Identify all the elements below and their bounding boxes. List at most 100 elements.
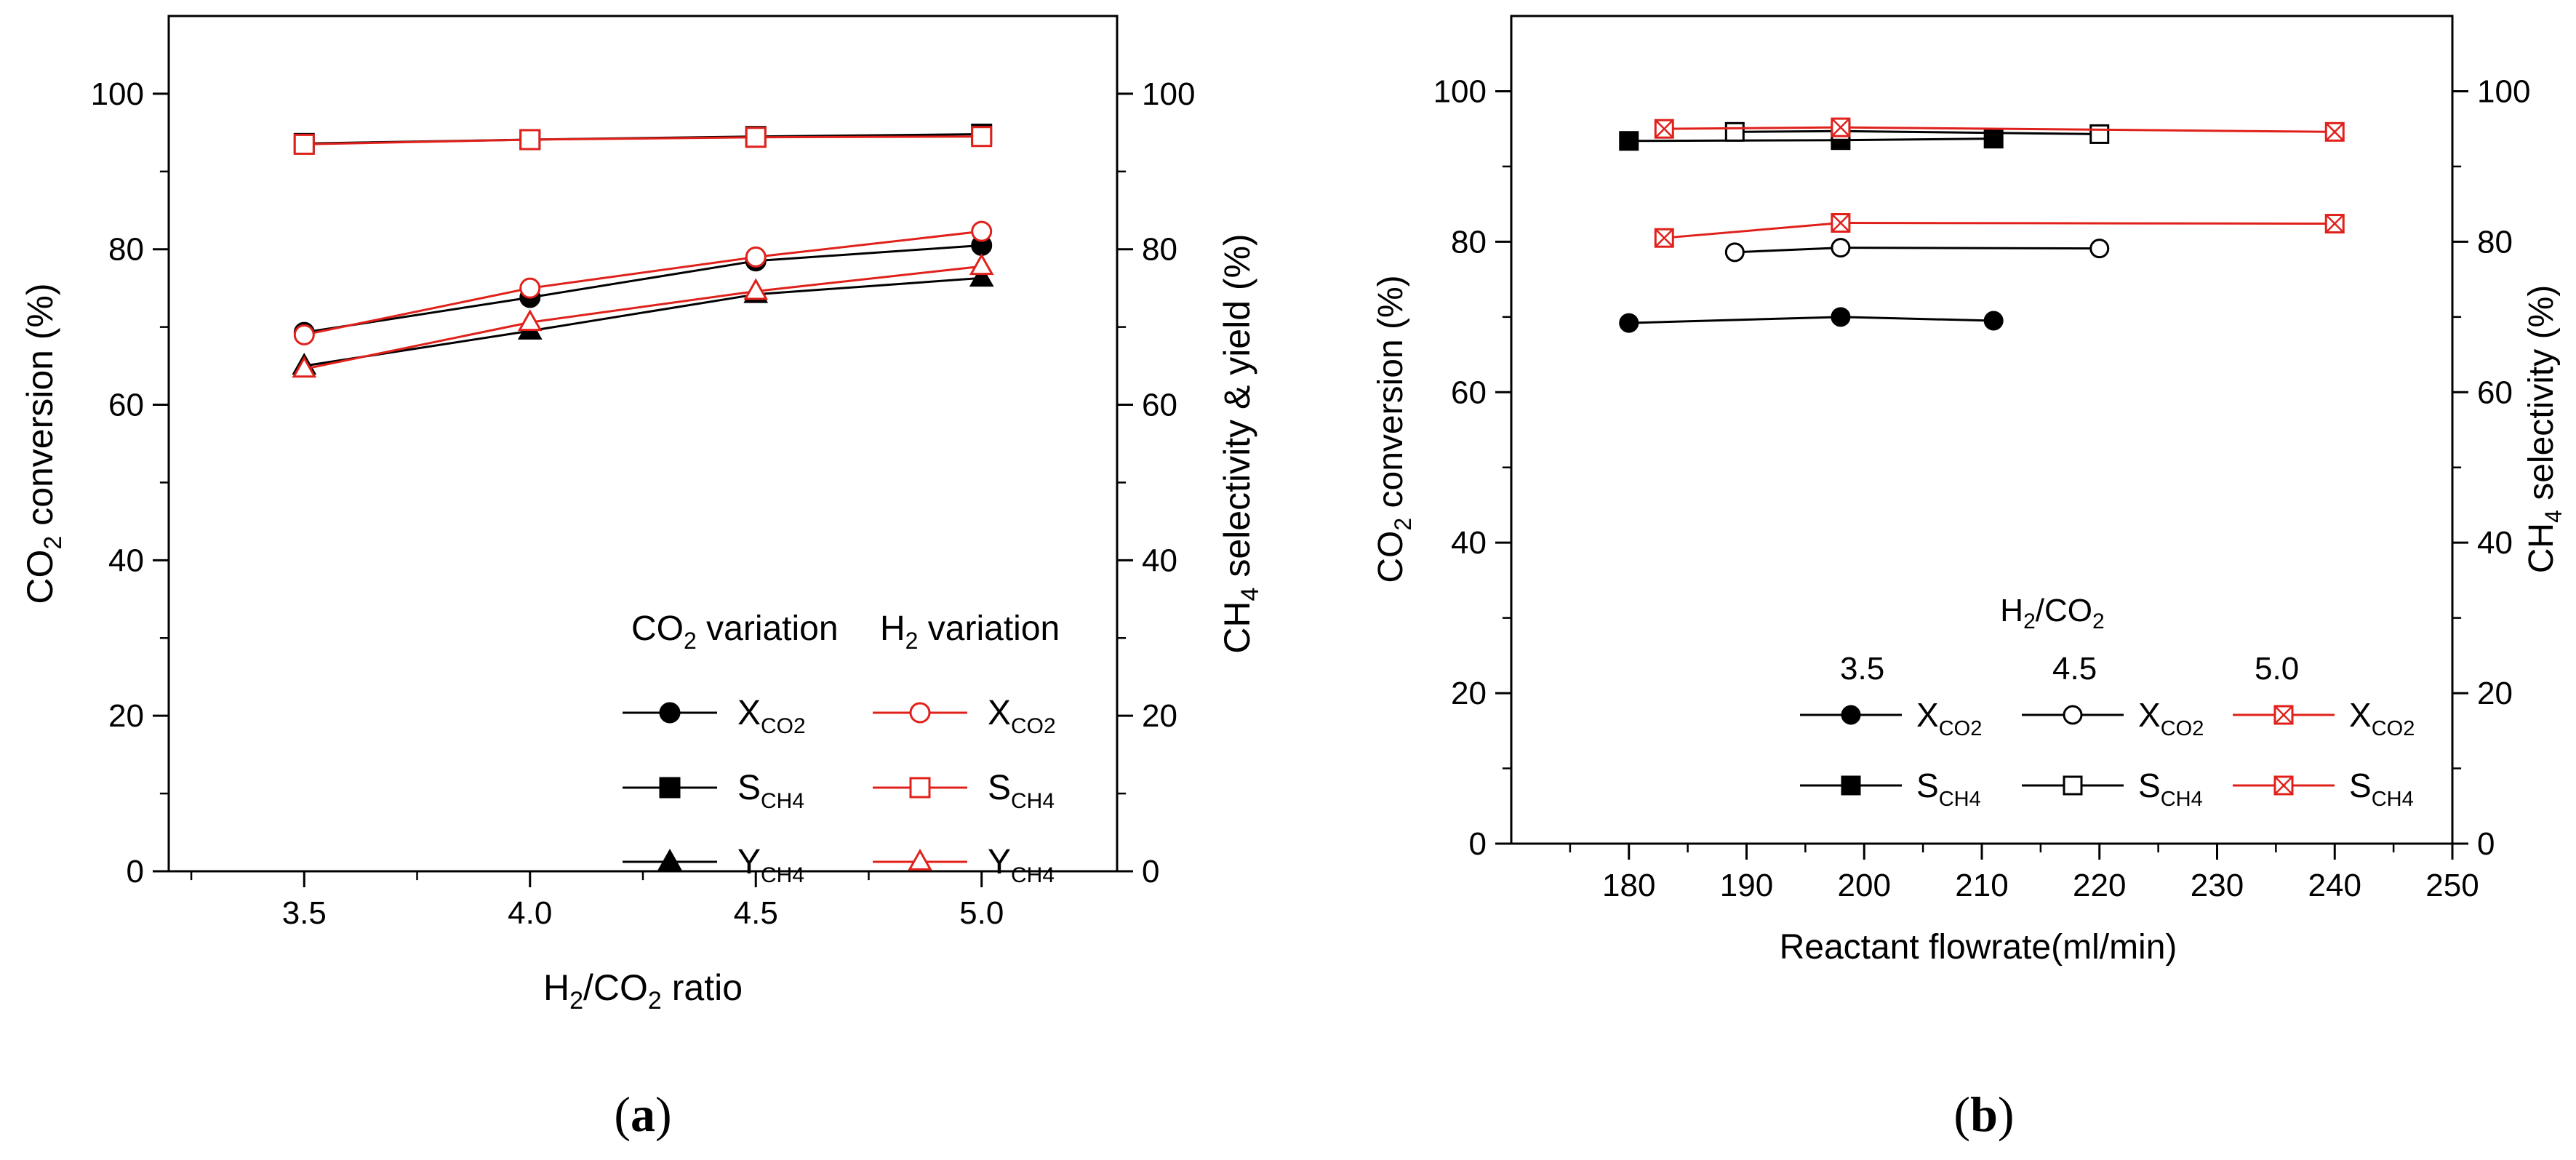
data-point: [1983, 311, 2004, 331]
y-tick-label-right: 100: [1142, 76, 1195, 112]
panel-a-legend-header-h2: H2 variation: [880, 609, 1060, 654]
y-tick-label-left: 60: [1451, 375, 1487, 410]
data-point: [519, 129, 541, 151]
legend-label: SCH4: [1916, 767, 1981, 811]
legend-label: XCO2: [988, 694, 1056, 738]
legend-marker: [908, 848, 932, 871]
data-point: [745, 127, 767, 148]
x-tick-label: 4.0: [508, 895, 552, 931]
panel-b-x-ticks: 180 190 200 210 220 230 240 250: [1569, 844, 2479, 903]
data-point: [519, 277, 541, 299]
y-tick-label-left: 0: [1469, 826, 1487, 862]
x-tick-label: 250: [2425, 868, 2479, 903]
data-point: [1831, 238, 1851, 258]
legend-label: YCH4: [737, 843, 804, 887]
series-line: [303, 230, 982, 336]
legend-marker: [657, 848, 682, 871]
panel-b-x-axis-label: Reactant flowrate(ml/min): [1780, 928, 2177, 967]
y-tick-label-left: 20: [1451, 676, 1487, 711]
panel-b-series: [1619, 117, 2345, 333]
y-tick-label-right: 0: [2477, 826, 2495, 862]
panel-b-legend-rows: XCO2 SCH4 XCO2 SCH4 XCO2 SCH4: [1800, 696, 2415, 811]
series-line: [1664, 221, 2335, 239]
data-point: [292, 356, 317, 378]
legend-marker: [1841, 705, 1861, 725]
x-tick-label: 5.0: [959, 895, 1004, 931]
series-line: [304, 276, 982, 367]
series-4: [1654, 213, 2345, 248]
legend-label: XCO2: [1916, 696, 1982, 740]
panel-a-caption: (a): [614, 1087, 671, 1142]
series-5: [292, 253, 994, 378]
panel-b-legend-title: H2/CO2: [2000, 593, 2104, 633]
y-tick-label-right: 20: [2477, 676, 2513, 711]
y-tick-label-left: 60: [108, 388, 144, 423]
series-0: [293, 234, 993, 343]
legend-label: XCO2: [2349, 696, 2415, 740]
y-tick-label-left: 80: [1451, 224, 1487, 260]
panel-a-y-ticks-right: 0 20 40 60 80 100: [1117, 76, 1195, 889]
data-point: [517, 309, 543, 332]
y-tick-label-right: 40: [1142, 543, 1177, 578]
panel-a-y-ticks-left: 0 20 40 60 80 100: [91, 76, 169, 889]
y-tick-label-right: 80: [1142, 232, 1177, 268]
panel-b-y-axis-label-right: CH4 selectivity (%): [2522, 285, 2567, 574]
x-tick-label: 230: [2191, 868, 2244, 903]
y-tick-label-left: 0: [127, 854, 144, 889]
x-tick-label: 4.5: [734, 895, 778, 931]
data-point: [2089, 124, 2110, 144]
series-line: [1628, 137, 1994, 143]
x-tick-label: 3.5: [282, 895, 327, 931]
y-tick-label-left: 20: [108, 698, 144, 734]
legend-marker: [659, 777, 681, 799]
y-tick-label-right: 80: [2477, 224, 2513, 260]
data-point: [1654, 119, 1674, 139]
data-point: [1619, 131, 1639, 151]
x-tick-label: 180: [1602, 868, 1655, 903]
series-line: [303, 265, 982, 370]
legend-marker: [2063, 705, 2083, 725]
data-point: [1831, 307, 1851, 327]
panel-a-y-axis-label-right: CH4 selectivity & yield (%): [1217, 233, 1264, 653]
legend-marker: [909, 702, 931, 724]
series-0: [1619, 307, 2004, 333]
panel-b-legend-header-4-5: 4.5: [2052, 651, 2097, 687]
data-point: [1724, 121, 1745, 142]
panel-a: 3.5 4.0 4.5 5.0 0 20 40 60 80 100 0 20 40 60 80 100 H…: [20, 15, 1264, 1015]
x-tick-label: 210: [1955, 868, 2008, 903]
panel-b-legend-header-3-5: 3.5: [1840, 651, 1884, 687]
series-5: [1654, 117, 2345, 142]
y-tick-label-left: 40: [1451, 525, 1487, 561]
series-line: [1735, 247, 2100, 254]
series-4: [293, 126, 993, 155]
data-point: [743, 278, 769, 300]
legend-label: XCO2: [737, 694, 806, 738]
data-point: [971, 220, 993, 242]
data-point: [293, 133, 315, 155]
y-tick-label-right: 0: [1142, 854, 1159, 889]
x-tick-label: 190: [1720, 868, 1773, 903]
panel-b-legend-header-5-0: 5.0: [2255, 651, 2299, 687]
series-2: [1724, 238, 2110, 263]
legend-marker: [2273, 705, 2294, 725]
legend-label: SCH4: [988, 769, 1055, 813]
panel-a-x-ticks: 3.5 4.0 4.5 5.0: [190, 871, 1004, 931]
legend-label: SCH4: [737, 769, 804, 813]
legend-label: YCH4: [988, 843, 1055, 887]
y-tick-label-right: 20: [1142, 698, 1177, 734]
series-2: [292, 265, 994, 375]
y-tick-label-right: 100: [2477, 73, 2530, 109]
legend-label: SCH4: [2349, 767, 2414, 811]
panel-b: 180 190 200 210 220 230 240 250 0 20 40 60 80 100 0 2…: [1372, 15, 2567, 967]
legend-marker: [1841, 775, 1861, 796]
legend-marker: [2273, 775, 2294, 796]
legend-marker: [659, 702, 681, 724]
data-point: [969, 253, 994, 276]
series-line: [304, 244, 982, 334]
panel-b-caption: (b): [1953, 1087, 2014, 1142]
data-point: [971, 126, 993, 148]
panel-b-legend: H2/CO2 3.5 4.5 5.0 XCO2 SCH4 XCO2 SCH4 XCO2 S…: [1800, 593, 2415, 811]
y-tick-label-right: 60: [2477, 375, 2513, 410]
y-tick-label-left: 40: [108, 543, 144, 578]
panel-a-series: [292, 124, 994, 378]
